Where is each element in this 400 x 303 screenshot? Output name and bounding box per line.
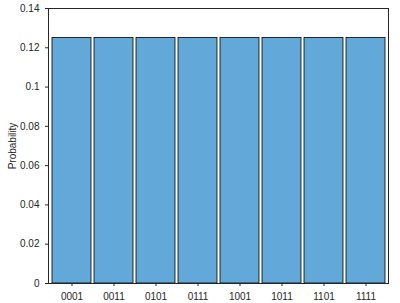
svg-text:0: 0 xyxy=(34,278,40,289)
svg-text:1101: 1101 xyxy=(313,291,335,302)
svg-text:0.12: 0.12 xyxy=(20,42,40,53)
svg-text:1001: 1001 xyxy=(229,291,252,302)
svg-text:1011: 1011 xyxy=(271,291,293,302)
svg-text:1111: 1111 xyxy=(356,291,376,302)
svg-text:0.06: 0.06 xyxy=(20,160,40,171)
svg-text:0001: 0001 xyxy=(61,291,84,302)
svg-text:0111: 0111 xyxy=(188,291,209,302)
svg-text:0101: 0101 xyxy=(145,291,168,302)
svg-text:0.02: 0.02 xyxy=(20,238,40,249)
svg-text:0.1: 0.1 xyxy=(26,81,40,92)
svg-text:Probability: Probability xyxy=(7,123,18,170)
svg-text:0.14: 0.14 xyxy=(20,3,40,14)
svg-text:0.04: 0.04 xyxy=(20,199,40,210)
svg-text:0011: 0011 xyxy=(103,291,125,302)
svg-text:0.08: 0.08 xyxy=(20,121,40,132)
